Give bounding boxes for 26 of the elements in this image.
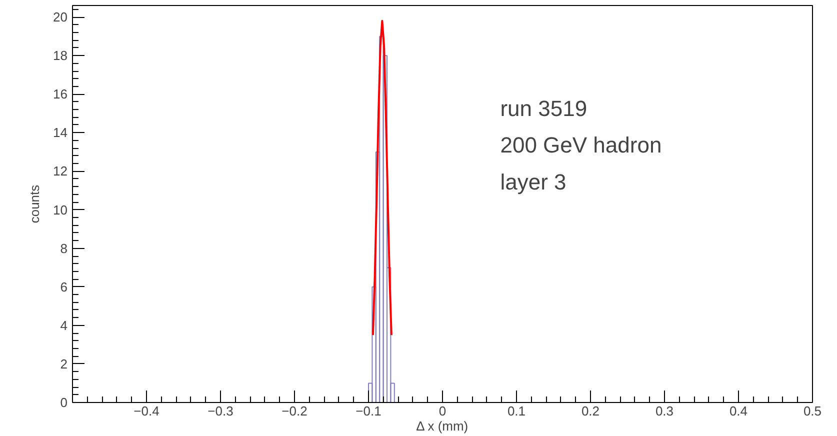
y-tick-label: 2 [60,356,68,372]
y-tick-label: 20 [53,10,68,25]
x-tick-label: 0.4 [729,404,748,418]
y-axis-title: counts [27,184,42,224]
annotation: layer 3 [500,169,566,194]
x-axis-title: Δ x (mm) [416,418,468,434]
y-tick-label: 12 [53,164,68,179]
x-tick-label: −0.2 [282,404,308,418]
x-tick-label: 0 [438,404,446,418]
annotation: 200 GeV hadron [500,132,662,158]
y-tick-label: 14 [53,125,68,140]
y-tick-label: 10 [53,202,68,218]
x-tick-label: −0.1 [356,404,382,418]
x-tick-label: 0.1 [507,404,526,418]
x-tick-label: −0.3 [208,404,234,418]
y-tick-label: 18 [53,48,68,64]
y-tick-label: 4 [60,318,68,333]
annotation: run 3519 [500,96,588,122]
y-tick-label: 8 [60,240,68,256]
x-tick-label: 0.5 [803,404,822,418]
x-tick-label: 0.2 [581,404,600,418]
y-tick-label: 16 [53,86,68,102]
x-tick-label: 0.3 [655,404,674,418]
y-tick-label: 6 [60,279,68,294]
line-series [372,20,392,336]
x-tick-label: −0.4 [134,404,160,418]
